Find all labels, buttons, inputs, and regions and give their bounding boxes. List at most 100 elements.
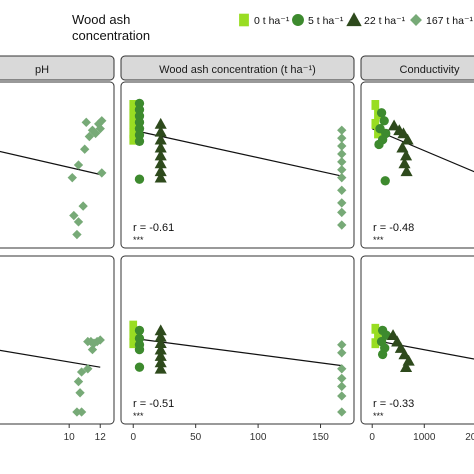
data-point-0-1-8 (73, 376, 84, 387)
data-point-1-0-0 (129, 100, 138, 110)
legend-label-2: 22 t ha⁻¹ (364, 15, 406, 27)
x-tick-label-1-3: 150 (312, 432, 329, 443)
data-point-2-0-9 (374, 139, 384, 150)
facet-1: Wood ash concentration (t ha⁻¹) r = -0.61… (120, 55, 355, 443)
data-point-2-1-13 (400, 361, 413, 373)
regression-line-0-0 (0, 150, 101, 176)
data-point-1-0-15 (154, 133, 167, 145)
facet-strip-label-1: Wood ash concentration (t ha⁻¹) (159, 64, 316, 76)
data-point-2-1-11 (398, 348, 411, 360)
data-point-1-0-23 (337, 141, 347, 151)
data-point-1-1-13 (154, 356, 167, 368)
data-point-2-0-18 (400, 165, 413, 177)
panel-2-1: r = -0.33*** (360, 255, 474, 425)
data-point-0-0-9 (67, 172, 77, 183)
data-point-1-1-1 (129, 330, 138, 341)
data-point-0-0-13 (73, 217, 84, 227)
regression-line-2-0 (371, 128, 474, 173)
data-point-0-0-12 (69, 210, 79, 221)
legend: Wood ash concentration 0 t ha⁻¹ 5 t ha⁻¹ 2… (72, 12, 473, 43)
data-point-1-1-20 (337, 391, 347, 401)
data-point-0-1-5 (87, 344, 98, 355)
data-point-0-0-10 (73, 160, 84, 170)
data-point-1-1-0 (129, 320, 138, 331)
data-point-0-0-5 (84, 131, 95, 142)
data-point-1-0-13 (154, 117, 167, 129)
significance-label-1-0: *** (133, 235, 144, 245)
data-point-2-0-10 (380, 176, 390, 186)
data-point-0-0-6 (97, 116, 107, 126)
data-point-1-1-16 (337, 348, 347, 358)
data-point-1-1-10 (154, 337, 167, 349)
panel-1-0: r = -0.61*** (120, 81, 355, 249)
facet-strip-label-2: Conductivity (400, 64, 460, 76)
x-tick-label-1-1: 50 (190, 432, 202, 443)
data-point-0-1-2 (89, 338, 99, 348)
data-point-2-0-15 (396, 141, 409, 153)
data-point-1-1-19 (337, 381, 347, 392)
panel-0-1 (0, 255, 115, 425)
data-point-1-0-12 (134, 174, 145, 184)
x-tick-label-0-0: 10 (64, 432, 76, 443)
panel-frame-1-1 (120, 255, 355, 425)
data-point-2-0-2 (371, 118, 380, 129)
legend-title-line1: Wood ash (72, 12, 130, 27)
data-point-0-1-9 (75, 388, 85, 398)
data-point-1-0-17 (154, 149, 167, 161)
data-point-1-0-4 (129, 134, 138, 145)
data-point-2-0-5 (379, 116, 389, 126)
data-point-1-0-14 (154, 125, 167, 137)
data-point-1-0-20 (154, 171, 167, 183)
data-point-2-0-13 (397, 127, 410, 139)
x-tick-label-2-2: 2000 (465, 432, 474, 443)
facet-strip-0 (0, 55, 115, 81)
data-point-0-0-11 (78, 201, 88, 211)
legend-marker-1 (292, 14, 304, 26)
correlation-label-2-0: r = -0.48 (373, 222, 414, 234)
data-point-1-0-21 (337, 125, 347, 135)
panel-frame-2-0 (360, 81, 474, 249)
data-point-1-1-12 (154, 349, 167, 361)
regression-line-0-1 (0, 349, 101, 368)
data-point-0-0-7 (80, 144, 90, 154)
data-point-1-1-15 (337, 340, 347, 350)
correlation-label-2-1: r = -0.33 (373, 398, 414, 410)
panel-frame-2-1 (360, 255, 474, 425)
significance-label-2-1: *** (373, 411, 384, 421)
data-point-1-0-25 (337, 157, 347, 167)
data-point-0-1-7 (76, 367, 87, 377)
data-point-1-0-18 (154, 157, 167, 169)
data-point-1-1-2 (129, 338, 138, 349)
data-point-1-0-24 (337, 149, 347, 159)
facet-strip-1 (120, 55, 355, 81)
data-point-1-1-21 (337, 407, 347, 417)
facet-strip-2 (360, 55, 474, 81)
data-point-1-1-6 (134, 344, 145, 355)
data-point-1-1-18 (337, 373, 347, 384)
data-point-0-1-6 (83, 364, 93, 374)
data-point-2-1-1 (374, 331, 382, 342)
legend-marker-3 (410, 14, 422, 26)
data-point-2-1-7 (377, 349, 388, 360)
data-point-1-1-17 (337, 364, 347, 374)
legend-title-line2: concentration (72, 28, 150, 43)
data-point-2-0-4 (376, 108, 387, 118)
legend-label-0: 0 t ha⁻¹ (254, 15, 290, 27)
regression-line-1-0 (133, 129, 342, 177)
panel-frame-1-0 (120, 81, 355, 249)
facet-0: pH 10 12 (0, 55, 115, 443)
regression-line-2-1 (372, 339, 474, 360)
data-point-0-0-14 (72, 229, 82, 240)
data-point-1-1-11 (154, 343, 167, 355)
data-point-2-0-14 (401, 133, 414, 145)
correlation-label-1-1: r = -0.51 (133, 398, 174, 410)
data-point-1-1-14 (154, 362, 167, 374)
data-point-2-0-17 (398, 157, 411, 169)
data-point-1-0-31 (337, 220, 347, 230)
data-point-0-0-4 (95, 123, 105, 134)
data-point-0-1-3 (92, 336, 102, 347)
data-point-1-0-11 (134, 136, 145, 146)
legend-label-1: 5 t ha⁻¹ (308, 15, 344, 27)
